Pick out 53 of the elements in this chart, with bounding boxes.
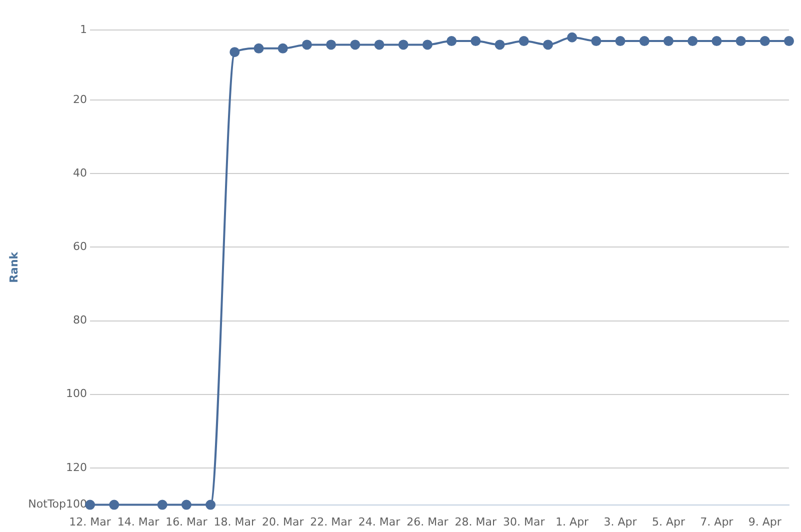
x-tick-label: 18. Mar xyxy=(214,515,256,528)
y-tick-label: 80 xyxy=(73,314,88,327)
point xyxy=(398,40,408,50)
x-tick-label: 7. Apr xyxy=(700,515,734,528)
point xyxy=(374,40,384,50)
x-tick-label: 12. Mar xyxy=(69,515,112,528)
x-tick-label: 20. Mar xyxy=(262,515,304,528)
y-tick-label: 40 xyxy=(73,166,88,180)
point xyxy=(760,36,770,46)
y-tick-label: 120 xyxy=(66,460,88,474)
x-tick-label: 24. Mar xyxy=(358,515,401,528)
point xyxy=(109,500,120,510)
point xyxy=(326,40,336,50)
y-tick-label: 100 xyxy=(66,387,88,400)
x-tick-label: 14. Mar xyxy=(117,515,160,528)
point xyxy=(567,32,578,42)
y-axis-title: Rank xyxy=(7,251,20,283)
x-tick-label: 30. Mar xyxy=(503,515,546,528)
point xyxy=(518,36,529,46)
point xyxy=(784,36,794,46)
point xyxy=(470,36,481,46)
point xyxy=(736,36,746,46)
x-tick-label: 22. Mar xyxy=(310,515,352,528)
x-tick-label: 9. Apr xyxy=(748,515,782,528)
point xyxy=(422,40,432,50)
point xyxy=(712,36,722,46)
point xyxy=(446,36,457,46)
point xyxy=(157,500,168,510)
x-tick-label: 28. Mar xyxy=(454,515,498,528)
x-tick-label: 3. Apr xyxy=(604,515,638,528)
point xyxy=(350,40,360,50)
x-tick-label: 1. Apr xyxy=(556,515,590,528)
point xyxy=(206,500,216,510)
point xyxy=(278,43,288,54)
point xyxy=(302,40,312,50)
point xyxy=(494,40,505,50)
x-tick-label: 5. Apr xyxy=(652,515,686,528)
point xyxy=(542,40,553,50)
point xyxy=(688,36,698,46)
point xyxy=(591,36,602,46)
x-tick-label: 26. Mar xyxy=(406,515,449,528)
point xyxy=(615,36,626,46)
point xyxy=(639,36,650,46)
point xyxy=(663,36,674,46)
y-tick-label: NotTop100 xyxy=(28,498,88,511)
y-tick-label: 1 xyxy=(80,22,88,36)
x-tick-label: 16. Mar xyxy=(166,515,208,528)
point xyxy=(181,500,192,510)
y-tick-label: 20 xyxy=(73,92,88,106)
point xyxy=(230,47,240,58)
point xyxy=(85,500,96,510)
y-tick-label: 60 xyxy=(73,240,88,254)
point xyxy=(254,43,264,54)
